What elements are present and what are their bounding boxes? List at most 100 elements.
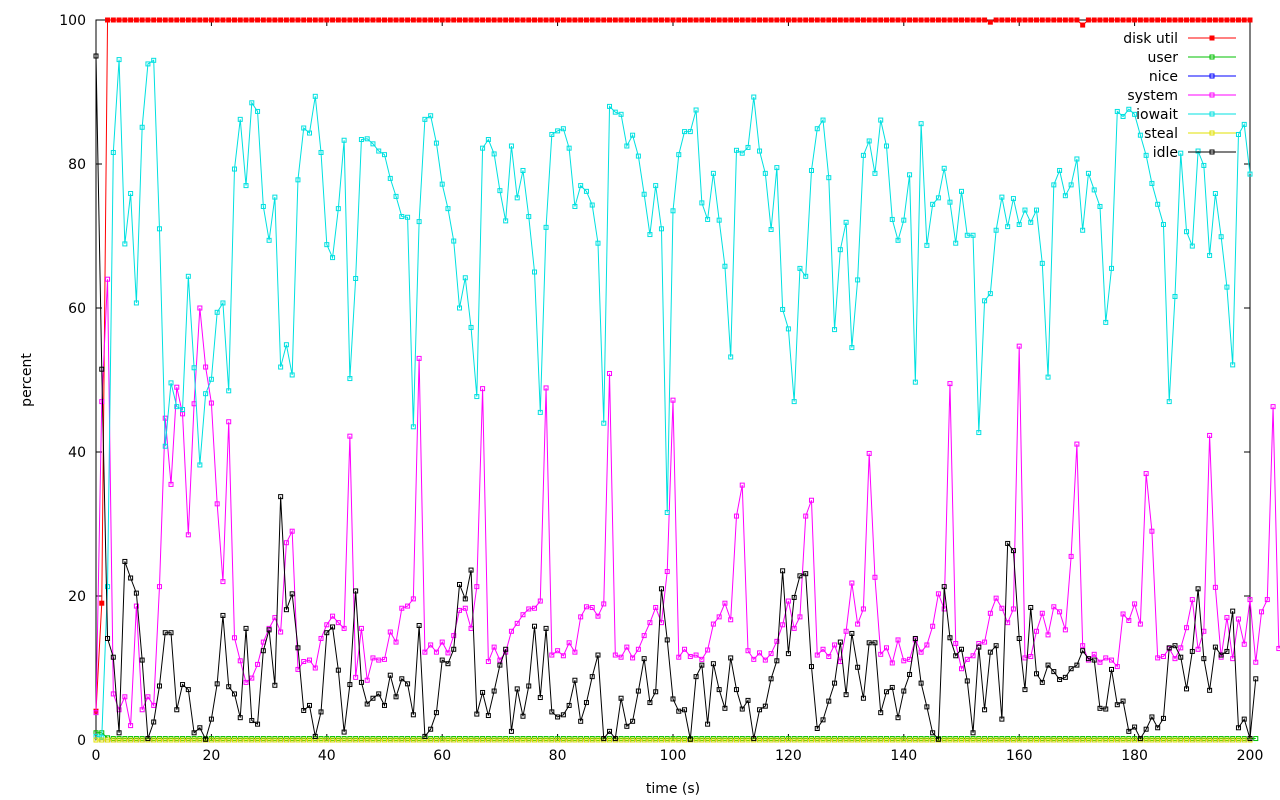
data-point	[1132, 17, 1138, 23]
data-point	[1126, 106, 1132, 112]
data-point	[1143, 152, 1149, 158]
data-point	[110, 737, 116, 743]
data-point	[1178, 150, 1184, 156]
data-point	[693, 652, 699, 658]
data-point	[330, 624, 336, 630]
data-point	[474, 17, 480, 23]
data-point	[1085, 737, 1091, 743]
data-point	[647, 232, 653, 238]
data-point	[705, 216, 711, 222]
data-point	[474, 737, 480, 743]
data-point	[1039, 610, 1045, 616]
data-point	[231, 691, 237, 697]
data-point	[866, 640, 872, 646]
data-point	[722, 17, 728, 23]
data-point	[566, 640, 572, 646]
data-point	[745, 17, 751, 23]
data-point	[1114, 17, 1120, 23]
data-point	[982, 17, 988, 23]
data-point	[947, 17, 953, 23]
data-point	[1010, 548, 1016, 554]
data-point	[768, 227, 774, 233]
data-point	[1143, 726, 1149, 732]
data-point	[491, 688, 497, 694]
data-point	[462, 275, 468, 281]
data-point	[970, 232, 976, 238]
data-point	[1022, 17, 1028, 23]
data-point	[1218, 17, 1224, 23]
data-point	[301, 707, 307, 713]
data-point	[382, 17, 387, 23]
data-point	[976, 737, 982, 743]
data-point	[872, 170, 878, 176]
data-point	[832, 642, 838, 648]
data-point	[324, 242, 330, 248]
x-axis-label: time (s)	[646, 781, 700, 797]
y-tick-label: 80	[68, 157, 86, 173]
data-point	[710, 737, 716, 743]
data-point	[555, 737, 561, 743]
data-point	[324, 630, 330, 636]
data-point	[785, 737, 791, 743]
data-point	[156, 584, 162, 590]
data-point	[457, 737, 463, 743]
x-tick-label: 120	[775, 748, 802, 764]
data-point	[468, 324, 474, 330]
data-point	[1057, 167, 1063, 173]
data-point	[941, 584, 947, 590]
data-point	[508, 728, 514, 734]
data-point	[935, 591, 941, 597]
data-point	[826, 175, 832, 181]
data-point	[243, 17, 249, 23]
legend-label: disk util	[1123, 31, 1178, 47]
data-point	[924, 704, 930, 710]
data-point	[485, 737, 491, 743]
data-point	[670, 696, 676, 702]
data-point	[249, 718, 255, 724]
data-point	[174, 737, 180, 743]
data-point	[526, 737, 532, 743]
data-point	[353, 588, 359, 594]
data-point	[872, 17, 878, 23]
data-point	[393, 639, 399, 645]
data-point	[630, 737, 636, 743]
data-point	[607, 728, 613, 734]
data-point	[1097, 737, 1103, 743]
data-point	[572, 17, 578, 23]
data-point	[751, 736, 757, 742]
data-point	[439, 181, 445, 187]
data-point	[860, 152, 866, 158]
data-point	[1074, 737, 1080, 743]
data-point	[751, 17, 757, 23]
data-point	[99, 600, 105, 606]
data-point	[451, 633, 457, 639]
data-point	[133, 590, 139, 596]
data-point	[468, 17, 474, 23]
data-point	[739, 706, 745, 712]
data-point	[872, 640, 878, 646]
data-point	[1247, 171, 1253, 177]
data-point	[849, 345, 855, 351]
data-point	[364, 737, 370, 743]
data-point	[410, 596, 416, 602]
legend-label: nice	[1149, 69, 1178, 85]
data-point	[624, 723, 630, 729]
data-point	[560, 653, 566, 659]
data-point	[739, 17, 745, 23]
data-point	[837, 639, 843, 645]
data-point	[1074, 156, 1080, 162]
data-point	[1137, 621, 1143, 627]
data-point	[1235, 17, 1241, 23]
data-point	[1172, 293, 1178, 299]
data-point	[959, 666, 964, 672]
data-point	[1068, 666, 1074, 672]
data-point	[739, 737, 745, 743]
data-point	[185, 17, 191, 23]
data-point	[393, 694, 399, 700]
data-point	[318, 149, 324, 155]
data-point	[128, 191, 134, 197]
data-point	[503, 17, 509, 23]
data-point	[953, 17, 959, 23]
data-point	[289, 372, 295, 378]
data-point	[964, 656, 970, 662]
